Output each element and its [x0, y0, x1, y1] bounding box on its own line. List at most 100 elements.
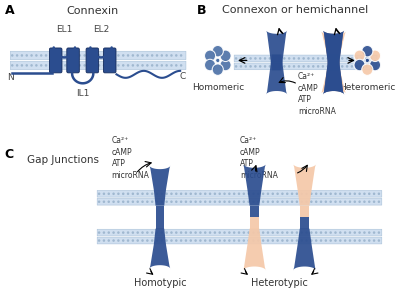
- Circle shape: [378, 231, 380, 234]
- Circle shape: [330, 200, 332, 203]
- Circle shape: [78, 54, 81, 57]
- Circle shape: [50, 54, 52, 57]
- Circle shape: [185, 239, 187, 242]
- FancyBboxPatch shape: [104, 48, 116, 73]
- Circle shape: [194, 193, 197, 195]
- Circle shape: [93, 64, 96, 67]
- Circle shape: [267, 193, 269, 195]
- Circle shape: [156, 54, 158, 57]
- Circle shape: [136, 193, 139, 195]
- Circle shape: [117, 193, 120, 195]
- Circle shape: [127, 200, 129, 203]
- Circle shape: [283, 57, 286, 60]
- Circle shape: [214, 239, 216, 242]
- Circle shape: [300, 200, 303, 203]
- Circle shape: [254, 65, 257, 68]
- Circle shape: [360, 65, 363, 68]
- Circle shape: [254, 57, 257, 60]
- Circle shape: [26, 64, 28, 67]
- Circle shape: [103, 239, 105, 242]
- Circle shape: [21, 54, 23, 57]
- FancyBboxPatch shape: [97, 198, 382, 205]
- Circle shape: [199, 239, 202, 242]
- Circle shape: [199, 231, 202, 234]
- Circle shape: [151, 193, 154, 195]
- Ellipse shape: [370, 50, 381, 62]
- Text: Heteromeric: Heteromeric: [339, 83, 396, 92]
- Circle shape: [247, 193, 250, 195]
- Circle shape: [165, 193, 168, 195]
- Circle shape: [127, 193, 129, 195]
- Circle shape: [305, 193, 308, 195]
- Circle shape: [358, 239, 361, 242]
- Circle shape: [132, 64, 134, 67]
- Circle shape: [16, 54, 18, 57]
- Circle shape: [302, 57, 305, 60]
- FancyBboxPatch shape: [10, 51, 186, 59]
- Circle shape: [363, 193, 366, 195]
- Circle shape: [317, 57, 319, 60]
- Circle shape: [88, 64, 91, 67]
- Circle shape: [132, 200, 134, 203]
- Circle shape: [175, 231, 178, 234]
- Circle shape: [307, 57, 310, 60]
- FancyBboxPatch shape: [10, 61, 186, 69]
- Circle shape: [218, 193, 221, 195]
- Circle shape: [40, 54, 42, 57]
- Circle shape: [170, 239, 173, 242]
- Circle shape: [175, 239, 178, 242]
- Circle shape: [242, 193, 245, 195]
- Circle shape: [324, 239, 327, 242]
- Circle shape: [310, 193, 313, 195]
- Circle shape: [249, 57, 252, 60]
- Circle shape: [315, 231, 318, 234]
- Circle shape: [324, 193, 327, 195]
- Circle shape: [315, 193, 318, 195]
- Circle shape: [281, 239, 284, 242]
- Polygon shape: [149, 165, 170, 206]
- Polygon shape: [323, 54, 344, 95]
- Circle shape: [264, 57, 266, 60]
- Circle shape: [249, 65, 252, 68]
- FancyBboxPatch shape: [97, 237, 382, 244]
- Circle shape: [262, 231, 264, 234]
- Circle shape: [156, 231, 158, 234]
- Circle shape: [132, 54, 134, 57]
- Circle shape: [117, 231, 120, 234]
- Circle shape: [108, 54, 110, 57]
- Polygon shape: [266, 54, 287, 95]
- Circle shape: [214, 193, 216, 195]
- Circle shape: [373, 239, 375, 242]
- Ellipse shape: [220, 59, 231, 71]
- Circle shape: [242, 231, 245, 234]
- Circle shape: [276, 193, 279, 195]
- Circle shape: [35, 64, 38, 67]
- Circle shape: [112, 64, 115, 67]
- Circle shape: [160, 231, 163, 234]
- Circle shape: [276, 200, 279, 203]
- Circle shape: [117, 239, 120, 242]
- Circle shape: [272, 193, 274, 195]
- Circle shape: [368, 231, 370, 234]
- Circle shape: [354, 193, 356, 195]
- Circle shape: [238, 239, 240, 242]
- Circle shape: [223, 239, 226, 242]
- Circle shape: [358, 231, 361, 234]
- Circle shape: [88, 54, 91, 57]
- Circle shape: [291, 193, 293, 195]
- Circle shape: [240, 65, 242, 68]
- Circle shape: [330, 193, 332, 195]
- Circle shape: [302, 65, 305, 68]
- Circle shape: [16, 64, 18, 67]
- Circle shape: [354, 231, 356, 234]
- Text: Homomeric: Homomeric: [192, 83, 244, 92]
- Circle shape: [151, 54, 154, 57]
- Circle shape: [170, 193, 173, 195]
- Circle shape: [339, 239, 342, 242]
- Circle shape: [363, 231, 366, 234]
- Circle shape: [267, 231, 269, 234]
- Circle shape: [269, 65, 271, 68]
- Ellipse shape: [220, 50, 231, 62]
- Circle shape: [122, 54, 124, 57]
- Circle shape: [326, 57, 329, 60]
